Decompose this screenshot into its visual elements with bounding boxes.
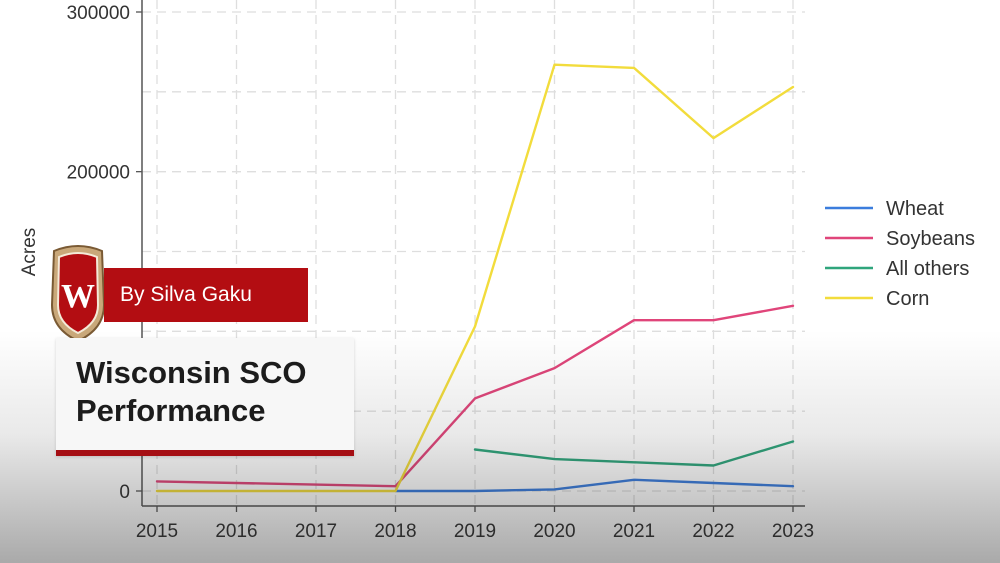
series-lines [155,63,795,493]
byline-banner: By Silva Gaku [104,268,308,322]
series-line-corn [155,63,795,493]
series-line-wheat [394,478,795,493]
y-axis-title: Acres [19,228,40,277]
series-line-soybeans [155,304,795,488]
uw-crest-icon: W [50,245,106,343]
x-tick-label: 2021 [613,521,655,542]
y-tick-label: 300000 [67,3,130,24]
title-line-2: Performance [76,393,266,428]
legend-label-all-others: All others [886,258,969,280]
legend-label-corn: Corn [886,288,929,310]
x-tick-label: 2018 [374,521,416,542]
legend-label-wheat: Wheat [886,198,944,220]
y-tick-label: 0 [119,482,130,503]
y-tick-label: 200000 [67,163,130,184]
y-tick-labels: 0 200000 300000 [67,3,142,503]
title-card: Wisconsin SCO Performance [56,338,354,456]
x-tick-label: 2022 [692,521,734,542]
legend: Wheat Soybeans All others Corn [825,198,975,310]
title-line-1: Wisconsin SCO [76,355,307,390]
x-tick-label: 2020 [533,521,575,542]
crest-letter: W [61,278,95,315]
x-tick-label: 2019 [454,521,496,542]
x-tick-label: 2017 [295,521,337,542]
x-tick-label: 2015 [136,521,178,542]
x-tick-labels: 2015 2016 2017 2018 2019 2020 2021 2022 2023 [136,506,814,542]
byline-text: By Silva Gaku [120,283,252,306]
series-line-all-others [473,440,795,467]
legend-label-soybeans: Soybeans [886,228,975,250]
x-tick-label: 2016 [215,521,257,542]
x-tick-label: 2023 [772,521,814,542]
